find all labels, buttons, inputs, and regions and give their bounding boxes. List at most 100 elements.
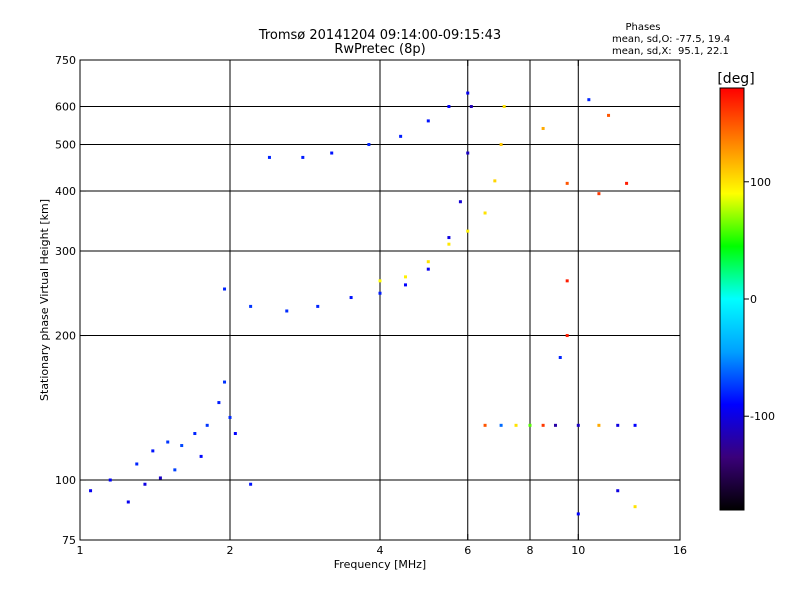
point-e-region-echo bbox=[108, 478, 112, 482]
point-scattered-echoes bbox=[633, 505, 637, 509]
colorbar-tick-label: 0 bbox=[750, 293, 757, 306]
point-f2-x-mode-trace bbox=[466, 229, 470, 233]
x-tick-label: 16 bbox=[673, 544, 687, 557]
point-interference-line bbox=[483, 423, 487, 427]
point-scattered-echoes bbox=[565, 334, 569, 338]
chart-subtitle: RwPretec (8p) bbox=[334, 42, 425, 57]
point-e-region-echo bbox=[199, 454, 203, 458]
point-multi-hop-trace bbox=[367, 143, 371, 147]
point-f2-x-mode-trace bbox=[499, 143, 503, 147]
x-tick-label: 2 bbox=[227, 544, 234, 557]
point-e-region-echo bbox=[126, 500, 130, 504]
y-tick-label: 100 bbox=[55, 474, 76, 487]
point-multi-hop-trace bbox=[301, 155, 305, 159]
point-f2-o-mode-trace bbox=[426, 267, 430, 271]
point-f2-x-mode-trace bbox=[493, 179, 497, 183]
point-f2-x-mode-trace bbox=[426, 260, 430, 264]
point-f2-x-mode-trace bbox=[483, 211, 487, 215]
point-e-region-echo bbox=[217, 401, 221, 405]
x-tick-label: 10 bbox=[571, 544, 585, 557]
point-multi-hop-trace bbox=[399, 134, 403, 138]
point-f2-o-mode-trace bbox=[466, 151, 470, 155]
colorbar bbox=[719, 87, 745, 511]
y-tick-label: 75 bbox=[62, 534, 76, 547]
point-interference-line bbox=[633, 423, 637, 427]
point-f2-x-mode-trace bbox=[403, 275, 407, 279]
x-tick-label: 6 bbox=[464, 544, 471, 557]
stats-title: Phases bbox=[625, 22, 660, 33]
point-f2-o-mode-trace bbox=[447, 236, 451, 240]
point-multi-hop-trace bbox=[267, 155, 271, 159]
x-tick-label: 1 bbox=[77, 544, 84, 557]
point-f2-o-mode-trace bbox=[469, 105, 473, 109]
point-e-region-echo bbox=[151, 449, 155, 453]
point-e-region-echo bbox=[173, 468, 177, 472]
point-e-region-echo bbox=[228, 415, 232, 419]
point-e-region-echo bbox=[233, 432, 237, 436]
point-e-region-echo bbox=[193, 432, 197, 436]
x-tick-label: 8 bbox=[527, 544, 534, 557]
grid-lines bbox=[80, 60, 680, 540]
y-tick-label: 300 bbox=[55, 245, 76, 258]
point-e-region-echo bbox=[158, 476, 162, 480]
point-scattered-echoes bbox=[625, 181, 629, 185]
point-interference-line bbox=[597, 423, 601, 427]
y-axis-label: Stationary phase Virtual Height [km] bbox=[38, 199, 51, 401]
chart-title: Tromsø 20141204 09:14:00-09:15:43 bbox=[258, 28, 501, 43]
colorbar-label: [deg] bbox=[717, 71, 754, 87]
point-e-region-echo bbox=[223, 380, 227, 384]
point-interference-line bbox=[514, 423, 518, 427]
point-e-region-echo bbox=[249, 482, 253, 486]
point-f2-o-mode-trace bbox=[349, 296, 353, 300]
data-points bbox=[89, 91, 637, 516]
point-e-region-echo bbox=[135, 462, 139, 466]
point-f2-o-mode-trace bbox=[285, 309, 289, 313]
point-scattered-echoes bbox=[607, 113, 611, 117]
point-scattered-echoes bbox=[565, 279, 569, 283]
point-scattered-echoes bbox=[576, 512, 580, 516]
point-interference-line bbox=[553, 423, 557, 427]
point-interference-line bbox=[616, 423, 620, 427]
colorbar-tick-label: -100 bbox=[750, 410, 775, 423]
point-f2-o-mode-trace bbox=[378, 291, 382, 295]
point-interference-line bbox=[528, 423, 532, 427]
point-interference-line bbox=[541, 423, 545, 427]
point-f2-o-mode-trace bbox=[458, 200, 462, 204]
y-tick-label: 400 bbox=[55, 185, 76, 198]
point-scattered-echoes bbox=[541, 126, 545, 130]
point-e-region-echo bbox=[180, 444, 184, 448]
y-tick-label: 500 bbox=[55, 139, 76, 152]
point-interference-line bbox=[576, 423, 580, 427]
point-scattered-echoes bbox=[616, 489, 620, 493]
point-f2-x-mode-trace bbox=[502, 105, 506, 109]
point-f2-o-mode-trace bbox=[223, 287, 227, 291]
point-interference-line bbox=[499, 423, 503, 427]
point-f2-x-mode-trace bbox=[378, 279, 382, 283]
point-multi-hop-trace bbox=[426, 119, 430, 123]
colorbar-ticks: 100 0 -100 bbox=[744, 176, 775, 423]
y-tick-label: 200 bbox=[55, 330, 76, 343]
y-tick-label: 600 bbox=[55, 101, 76, 114]
point-f2-x-mode-trace bbox=[447, 242, 451, 246]
colorbar-tick-label: 100 bbox=[750, 176, 771, 189]
point-multi-hop-trace bbox=[466, 91, 470, 95]
stats-line-o: mean, sd,O: -77.5, 19.4 bbox=[612, 34, 730, 45]
point-multi-hop-trace bbox=[330, 151, 334, 155]
point-scattered-echoes bbox=[565, 181, 569, 185]
x-tick-label: 4 bbox=[377, 544, 384, 557]
x-axis-label: Frequency [MHz] bbox=[334, 558, 426, 571]
point-e-region-echo bbox=[89, 489, 93, 493]
point-scattered-echoes bbox=[597, 192, 601, 196]
point-f2-o-mode-trace bbox=[249, 304, 253, 308]
point-e-region-echo bbox=[166, 440, 170, 444]
stats-line-x: mean, sd,X: 95.1, 22.1 bbox=[612, 46, 729, 57]
point-scattered-echoes bbox=[558, 355, 562, 359]
point-multi-hop-trace bbox=[447, 105, 451, 109]
point-f2-o-mode-trace bbox=[316, 304, 320, 308]
axis-ticks: 1 2 4 6 8 10 16 75 100 200 300 400 500 600 750 bbox=[55, 54, 687, 557]
point-f2-o-mode-trace bbox=[403, 283, 407, 287]
point-e-region-echo bbox=[143, 482, 147, 486]
point-e-region-echo bbox=[205, 423, 209, 427]
y-tick-label: 750 bbox=[55, 54, 76, 67]
